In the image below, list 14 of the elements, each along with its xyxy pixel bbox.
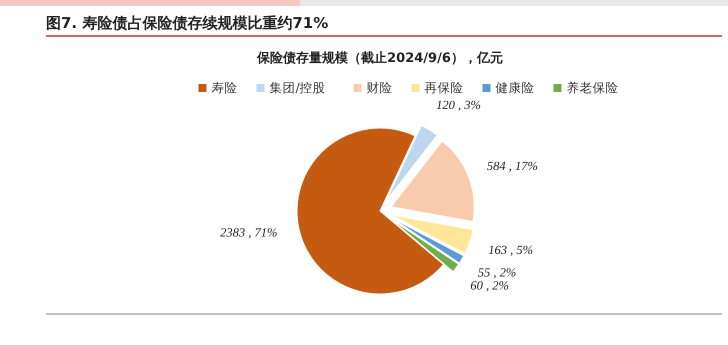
data-label: 120 , 3% [436, 98, 481, 112]
legend-label: 健康险 [496, 80, 534, 95]
data-label: 2383 , 71% [220, 226, 278, 240]
data-label: 55 , 2% [478, 266, 516, 280]
legend-label: 集团/控股 [270, 80, 326, 95]
legend-label: 财险 [366, 80, 392, 95]
data-label: 163 , 5% [488, 242, 534, 257]
legend-label: 养老保险 [566, 80, 618, 95]
data-label: 584 , 17% [486, 158, 538, 173]
legend-label: 寿险 [212, 80, 238, 95]
chart-title: 图7. 寿险债占保险债存续规模比重约71% [46, 14, 328, 32]
data-label: 60 , 2% [470, 278, 509, 293]
chart-subtitle: 保险债存量规模（截止2024/9/6），亿元 [256, 51, 503, 66]
legend-label: 再保险 [424, 80, 464, 95]
